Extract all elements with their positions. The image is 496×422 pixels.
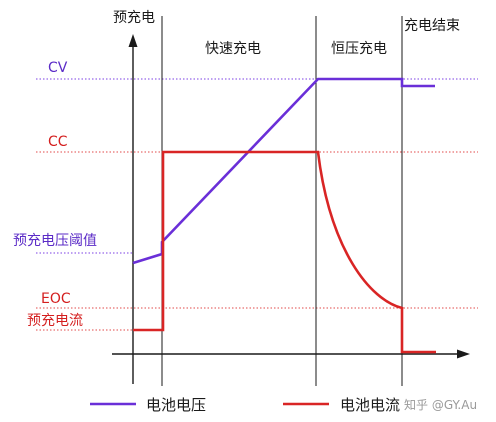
level-label-precharge-current: 预充电流 bbox=[27, 313, 83, 329]
phase-label-constant-voltage: 恒压充电 bbox=[331, 41, 387, 57]
level-label-cc: CC bbox=[48, 134, 68, 150]
x-axis-arrow bbox=[457, 349, 470, 359]
level-label-cv: CV bbox=[48, 60, 68, 76]
phase-label-precharge: 预充电 bbox=[113, 10, 155, 26]
battery-current-curve bbox=[133, 150, 436, 354]
level-label-eoc: EOC bbox=[41, 291, 71, 307]
phase-label-fast-charge: 快速充电 bbox=[205, 41, 261, 57]
legend-voltage-label: 电池电压 bbox=[146, 396, 206, 414]
legend-current-label: 电池电流 bbox=[340, 396, 400, 414]
level-label-precharge-threshold: 预充电压阈值 bbox=[13, 233, 97, 249]
watermark: 知乎 @GY.Au bbox=[404, 398, 477, 412]
phase-label-charge-end: 充电结束 bbox=[404, 18, 460, 34]
battery-voltage-curve bbox=[132, 77, 435, 265]
y-axis-arrow bbox=[128, 34, 138, 47]
